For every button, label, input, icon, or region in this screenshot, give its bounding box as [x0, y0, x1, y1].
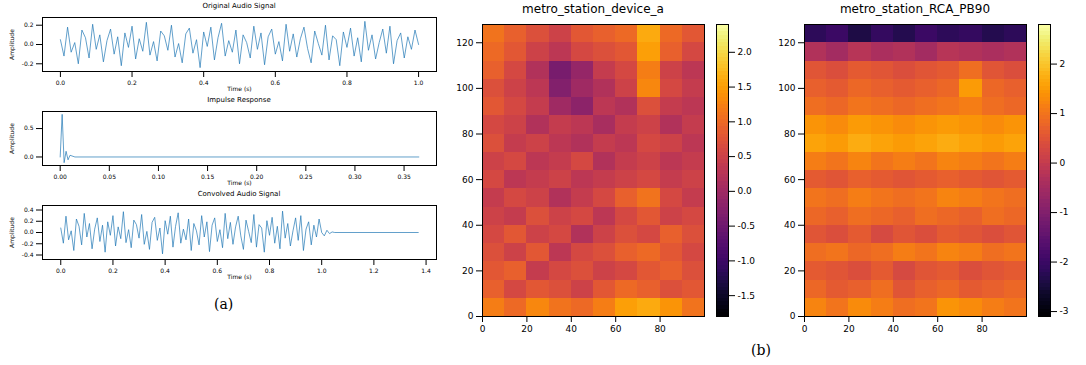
svg-text:20: 20 [462, 266, 474, 276]
svg-text:0.0: 0.0 [24, 40, 34, 47]
svg-text:0.30: 0.30 [348, 173, 362, 180]
svg-text:0.25: 0.25 [299, 173, 313, 180]
svg-text:0.35: 0.35 [397, 173, 411, 180]
svg-text:2: 2 [1060, 59, 1066, 69]
svg-text:2.0: 2.0 [738, 47, 753, 57]
svg-text:60: 60 [610, 324, 622, 334]
svg-text:0.5: 0.5 [738, 151, 752, 161]
html-text:Impulse Response: Impulse Response [207, 96, 271, 104]
svg-text:0.2: 0.2 [108, 267, 118, 274]
svg-text:0.05: 0.05 [103, 173, 117, 180]
svg-text:0.2: 0.2 [24, 21, 34, 28]
svg-text:0.0: 0.0 [738, 186, 753, 196]
svg-text:-0.2: -0.2 [22, 60, 34, 67]
svg-text:20: 20 [843, 324, 855, 334]
svg-text:1.5: 1.5 [738, 82, 752, 92]
svg-text:-0.2: -0.2 [22, 240, 34, 247]
svg-text:0.6: 0.6 [271, 79, 281, 86]
svg-text:80: 80 [654, 324, 666, 334]
svg-text:0.0: 0.0 [56, 79, 66, 86]
html-text:metro_station_RCA_PB90: metro_station_RCA_PB90 [839, 2, 991, 16]
svg-text:Amplitude: Amplitude [8, 29, 16, 60]
svg-text:40: 40 [784, 220, 796, 230]
svg-text:40: 40 [888, 324, 900, 334]
svg-text:Time (s): Time (s) [226, 179, 251, 186]
html-text:Original Audio Signal: Original Audio Signal [202, 2, 276, 10]
html-text:Convolved Audio Signal: Convolved Audio Signal [197, 190, 281, 198]
svg-text:-2: -2 [1060, 257, 1069, 267]
svg-text:-1: -1 [1060, 207, 1069, 217]
svg-text:0.4: 0.4 [160, 267, 170, 274]
svg-text:80: 80 [784, 129, 796, 139]
svg-text:0: 0 [468, 311, 474, 321]
svg-text:0.10: 0.10 [152, 173, 166, 180]
svg-text:1.0: 1.0 [317, 267, 327, 274]
svg-text:0: 0 [480, 324, 486, 334]
svg-text:80: 80 [976, 324, 988, 334]
svg-text:Time (s): Time (s) [226, 85, 251, 92]
svg-text:20: 20 [784, 266, 796, 276]
svg-text:1: 1 [1060, 108, 1066, 118]
svg-text:0.8: 0.8 [265, 267, 275, 274]
svg-text:1.0: 1.0 [738, 117, 753, 127]
svg-text:0.0: 0.0 [24, 228, 34, 235]
svg-text:100: 100 [456, 83, 473, 93]
svg-text:0.2: 0.2 [127, 79, 137, 86]
svg-text:1.0: 1.0 [414, 79, 424, 86]
svg-text:-1.5: -1.5 [738, 291, 756, 301]
svg-text:0.15: 0.15 [201, 173, 215, 180]
svg-text:40: 40 [566, 324, 578, 334]
html-text:(b): (b) [751, 342, 771, 358]
svg-text:0.20: 0.20 [250, 173, 264, 180]
svg-text:0.6: 0.6 [213, 267, 223, 274]
svg-text:-3: -3 [1060, 306, 1069, 316]
svg-text:80: 80 [462, 129, 474, 139]
svg-text:60: 60 [784, 175, 796, 185]
svg-text:Amplitude: Amplitude [8, 123, 16, 154]
svg-text:20: 20 [521, 324, 533, 334]
html-text:(a): (a) [214, 296, 234, 312]
html-text:metro_station_device_a: metro_station_device_a [522, 2, 664, 16]
svg-text:0.5: 0.5 [24, 124, 34, 131]
svg-text:-0.4: -0.4 [22, 251, 34, 258]
svg-text:120: 120 [778, 38, 795, 48]
svg-text:0: 0 [790, 311, 796, 321]
svg-text:Amplitude: Amplitude [8, 217, 16, 248]
svg-text:0: 0 [802, 324, 808, 334]
svg-text:0.4: 0.4 [24, 206, 34, 213]
svg-text:0.2: 0.2 [24, 217, 34, 224]
svg-text:0.0: 0.0 [56, 267, 66, 274]
svg-text:100: 100 [778, 83, 795, 93]
svg-text:1.2: 1.2 [369, 267, 379, 274]
svg-text:60: 60 [932, 324, 944, 334]
svg-text:40: 40 [462, 220, 474, 230]
svg-text:0: 0 [1060, 158, 1066, 168]
svg-text:0.4: 0.4 [199, 79, 209, 86]
svg-text:0.8: 0.8 [342, 79, 352, 86]
svg-text:0.00: 0.00 [54, 173, 68, 180]
svg-text:-0.5: -0.5 [738, 221, 756, 231]
svg-text:0.0: 0.0 [24, 153, 34, 160]
svg-text:60: 60 [462, 175, 474, 185]
svg-text:120: 120 [456, 38, 473, 48]
svg-text:1.4: 1.4 [421, 267, 431, 274]
svg-text:-1.0: -1.0 [738, 256, 756, 266]
svg-text:Time (s): Time (s) [226, 273, 251, 280]
